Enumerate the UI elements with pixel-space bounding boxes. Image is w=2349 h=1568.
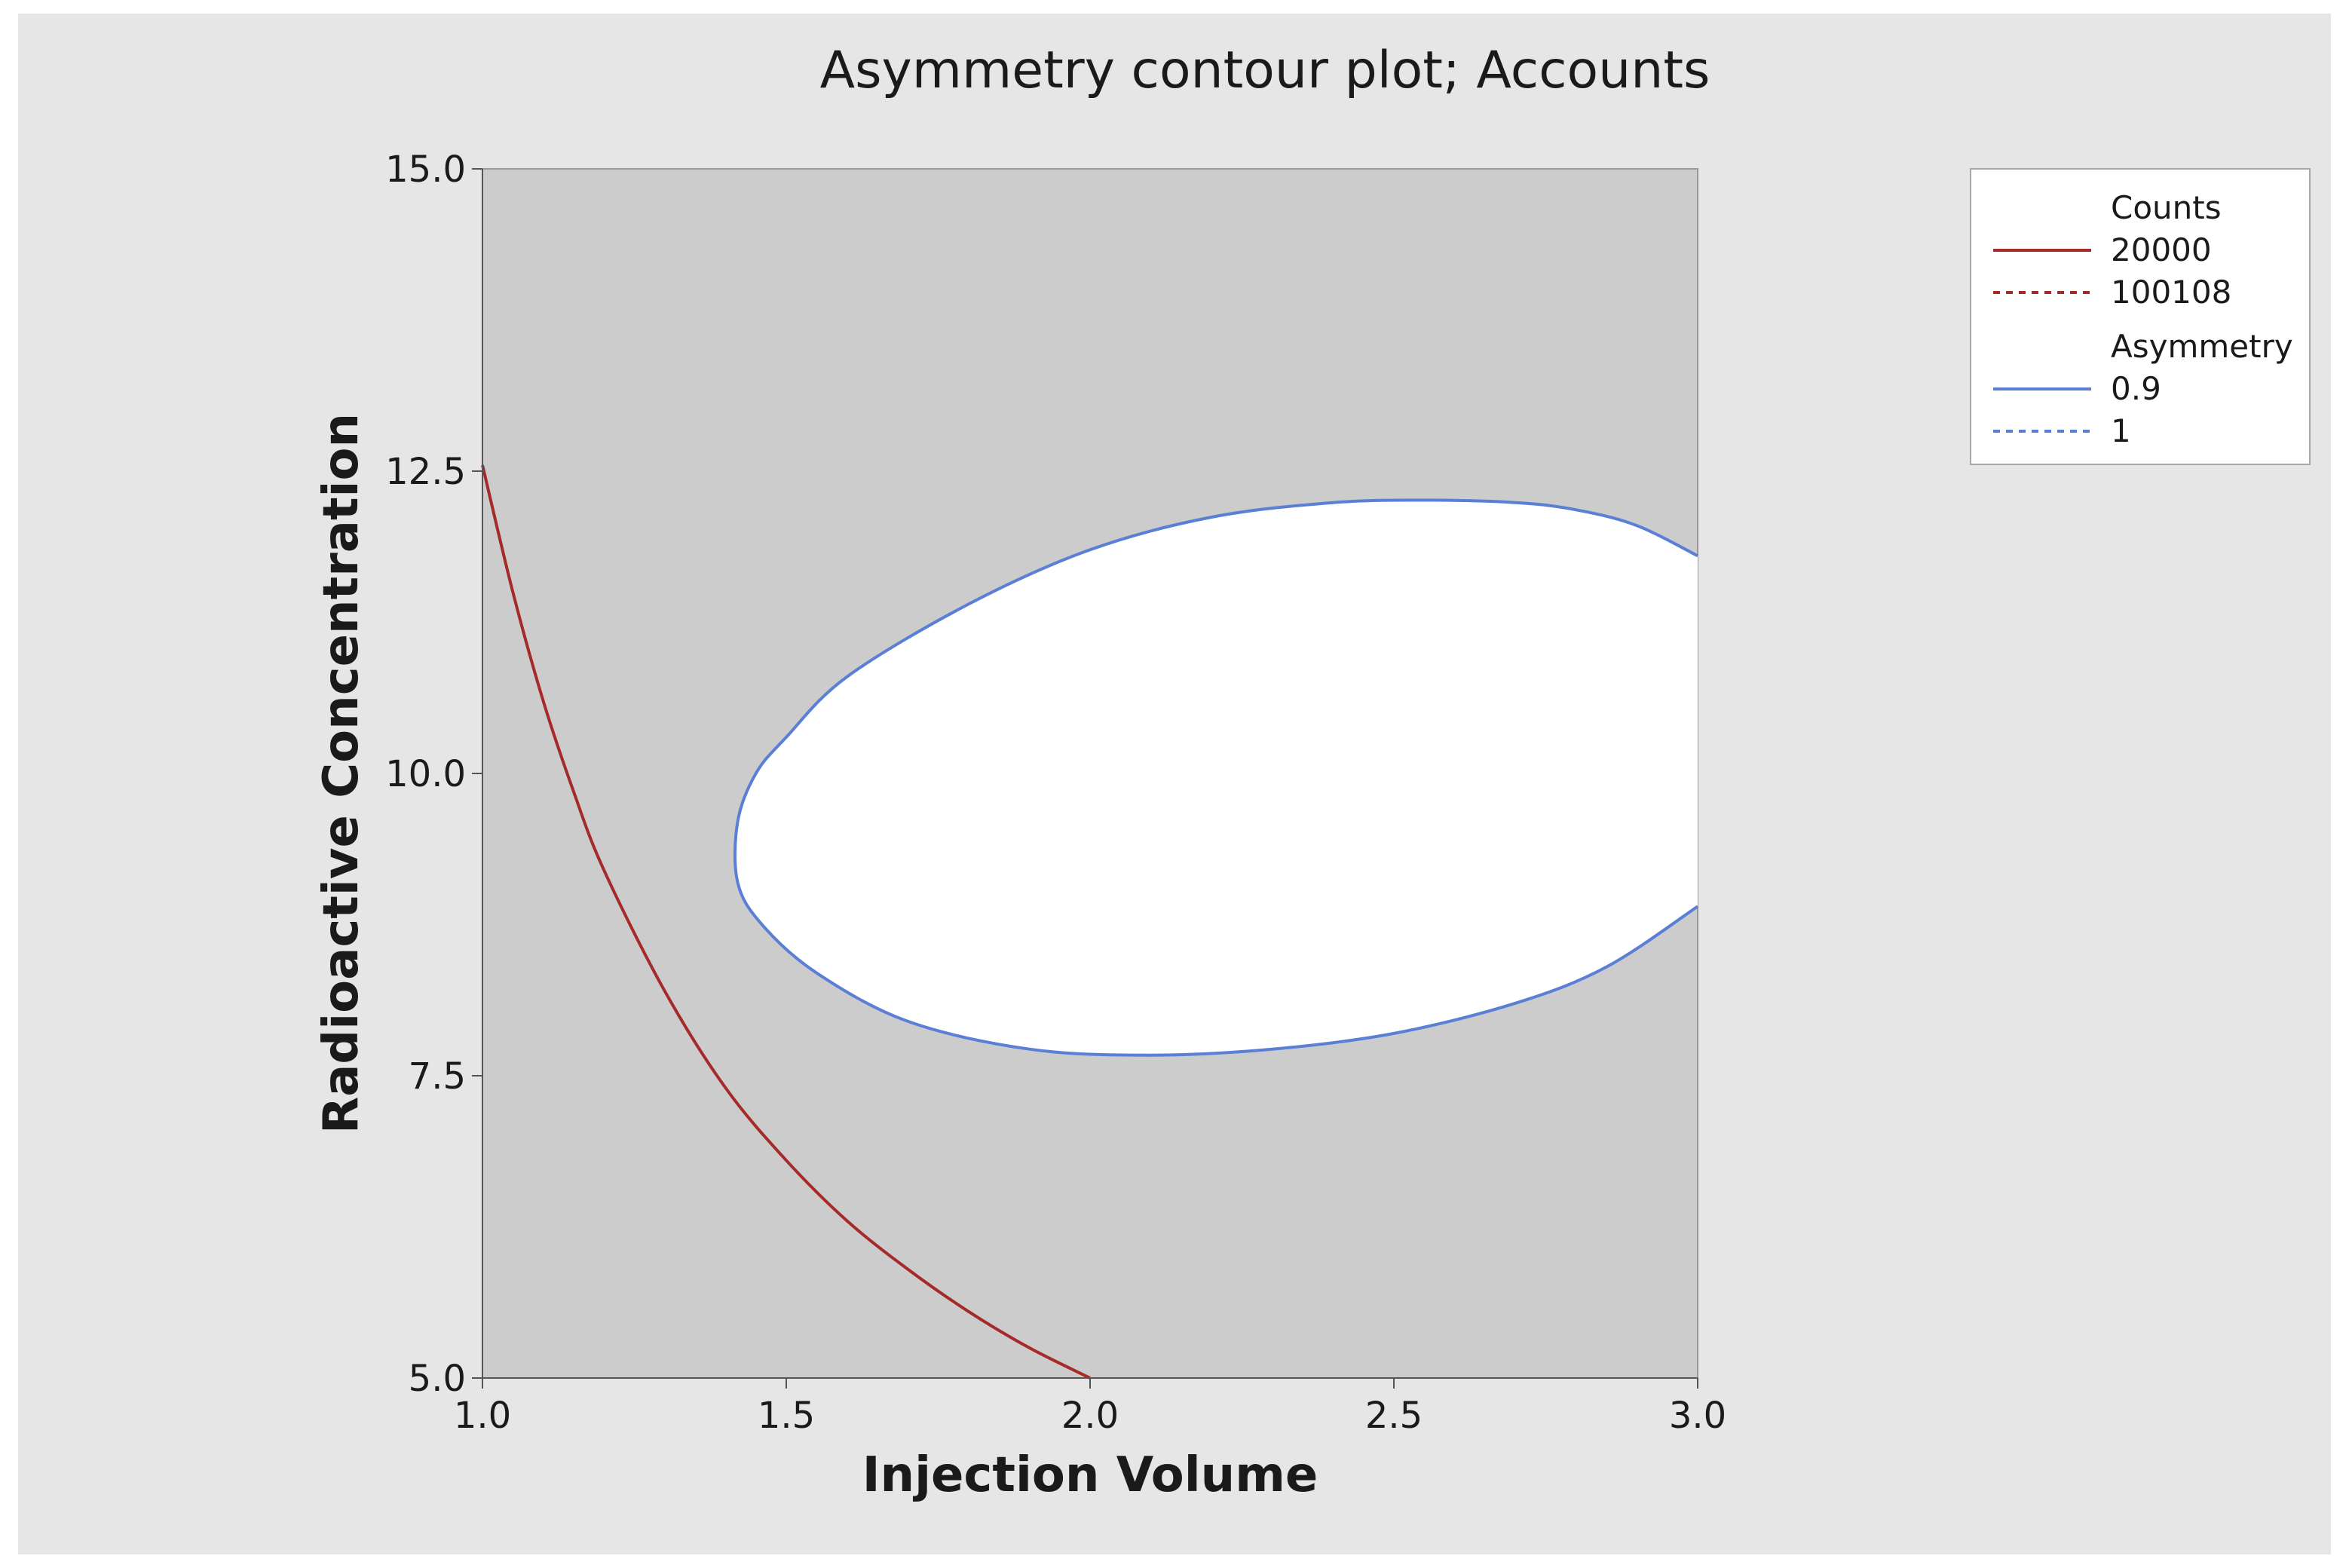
x-axis-label: Injection Volume (862, 1447, 1318, 1503)
y-axis-label: Radioactive Concentration (314, 413, 369, 1134)
y-tick-label: 10.0 (385, 753, 466, 795)
y-tick-label: 12.5 (385, 451, 466, 493)
legend-group-title: Asymmetry (2111, 328, 2293, 365)
asymmetry-contour-line (733, 498, 1699, 1057)
legend-group-title: Counts (2111, 189, 2222, 226)
legend-entry-label: 100108 (2111, 274, 2231, 311)
x-tick-label: 3.0 (1669, 1395, 1726, 1437)
contour-chart: Asymmetry contour plot; Accounts 1.0 1.5 2… (314, 41, 2311, 1503)
y-axis-ticks: 5.0 7.5 10.0 12.5 15.0 (385, 149, 482, 1400)
y-tick-label: 5.0 (409, 1358, 466, 1400)
chart-title: Asymmetry contour plot; Accounts (820, 41, 1710, 100)
y-tick-label: 7.5 (409, 1055, 466, 1098)
counts-contour-line (481, 464, 1091, 1380)
feasible-region (734, 500, 1698, 1055)
x-tick-label: 1.5 (758, 1395, 815, 1437)
legend-entry-label: 0.9 (2111, 370, 2161, 407)
legend-entry-label: 20000 (2111, 231, 2212, 268)
legend: Counts 20000 100108 Asymmetry 0.9 1 (1970, 168, 2311, 465)
legend-entry-label: 1 (2111, 412, 2131, 449)
x-tick-label: 1.0 (454, 1395, 511, 1437)
chart-figure: Asymmetry contour plot; Accounts 1.0 1.5 2… (18, 14, 2331, 1554)
legend-box (1970, 168, 2311, 465)
x-axis-ticks: 1.0 1.5 2.0 2.5 3.0 (454, 1378, 1726, 1437)
x-tick-label: 2.5 (1365, 1395, 1423, 1437)
y-tick-label: 15.0 (385, 149, 466, 191)
x-tick-label: 2.0 (1061, 1395, 1119, 1437)
